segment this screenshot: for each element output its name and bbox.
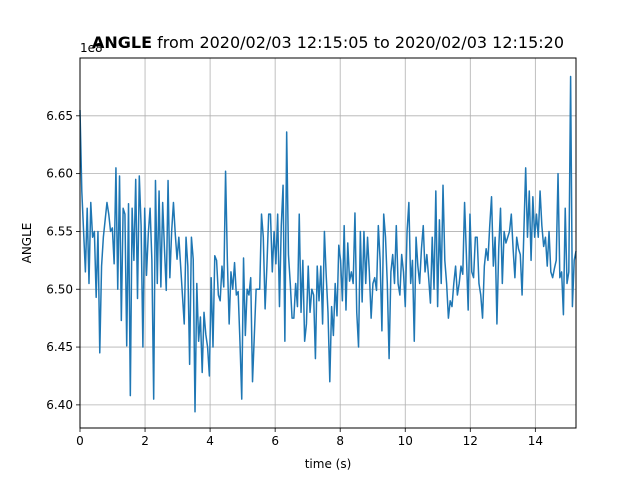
x-tick-label: 8	[336, 434, 344, 448]
x-tick-label: 14	[528, 434, 543, 448]
series-line	[79, 75, 577, 413]
x-tick-label: 12	[463, 434, 478, 448]
chart-title: ANGLE from 2020/02/03 12:15:05 to 2020/0…	[0, 33, 640, 52]
y-tick-label: 6.55	[46, 224, 73, 238]
x-tick-label: 6	[271, 434, 279, 448]
y-tick-label: 6.50	[46, 282, 73, 296]
chart-title-variable: ANGLE	[92, 33, 153, 52]
y-tick-label: 6.60	[46, 167, 73, 181]
y-offset-label: 1e8	[80, 41, 103, 55]
y-tick-label: 6.45	[46, 340, 73, 354]
x-tick-label: 2	[141, 434, 149, 448]
x-tick-label: 4	[206, 434, 214, 448]
grid-layer	[79, 58, 576, 428]
plot-frame	[79, 57, 577, 429]
y-tick-label: 6.65	[46, 109, 73, 123]
y-axis-label: ANGLE	[20, 223, 34, 264]
x-axis-label: time (s)	[305, 457, 352, 471]
tick-layer: 0 2 4 6 8 10 12 14 6.40 6.45 6.50 6.55 6.60 6.65	[46, 109, 543, 448]
x-tick-label: 0	[76, 434, 84, 448]
y-tick-label: 6.40	[46, 398, 73, 412]
x-tick-label: 10	[398, 434, 413, 448]
line-layer	[79, 75, 577, 413]
chart-title-range: from 2020/02/03 12:15:05 to 2020/02/03 1…	[152, 33, 564, 52]
